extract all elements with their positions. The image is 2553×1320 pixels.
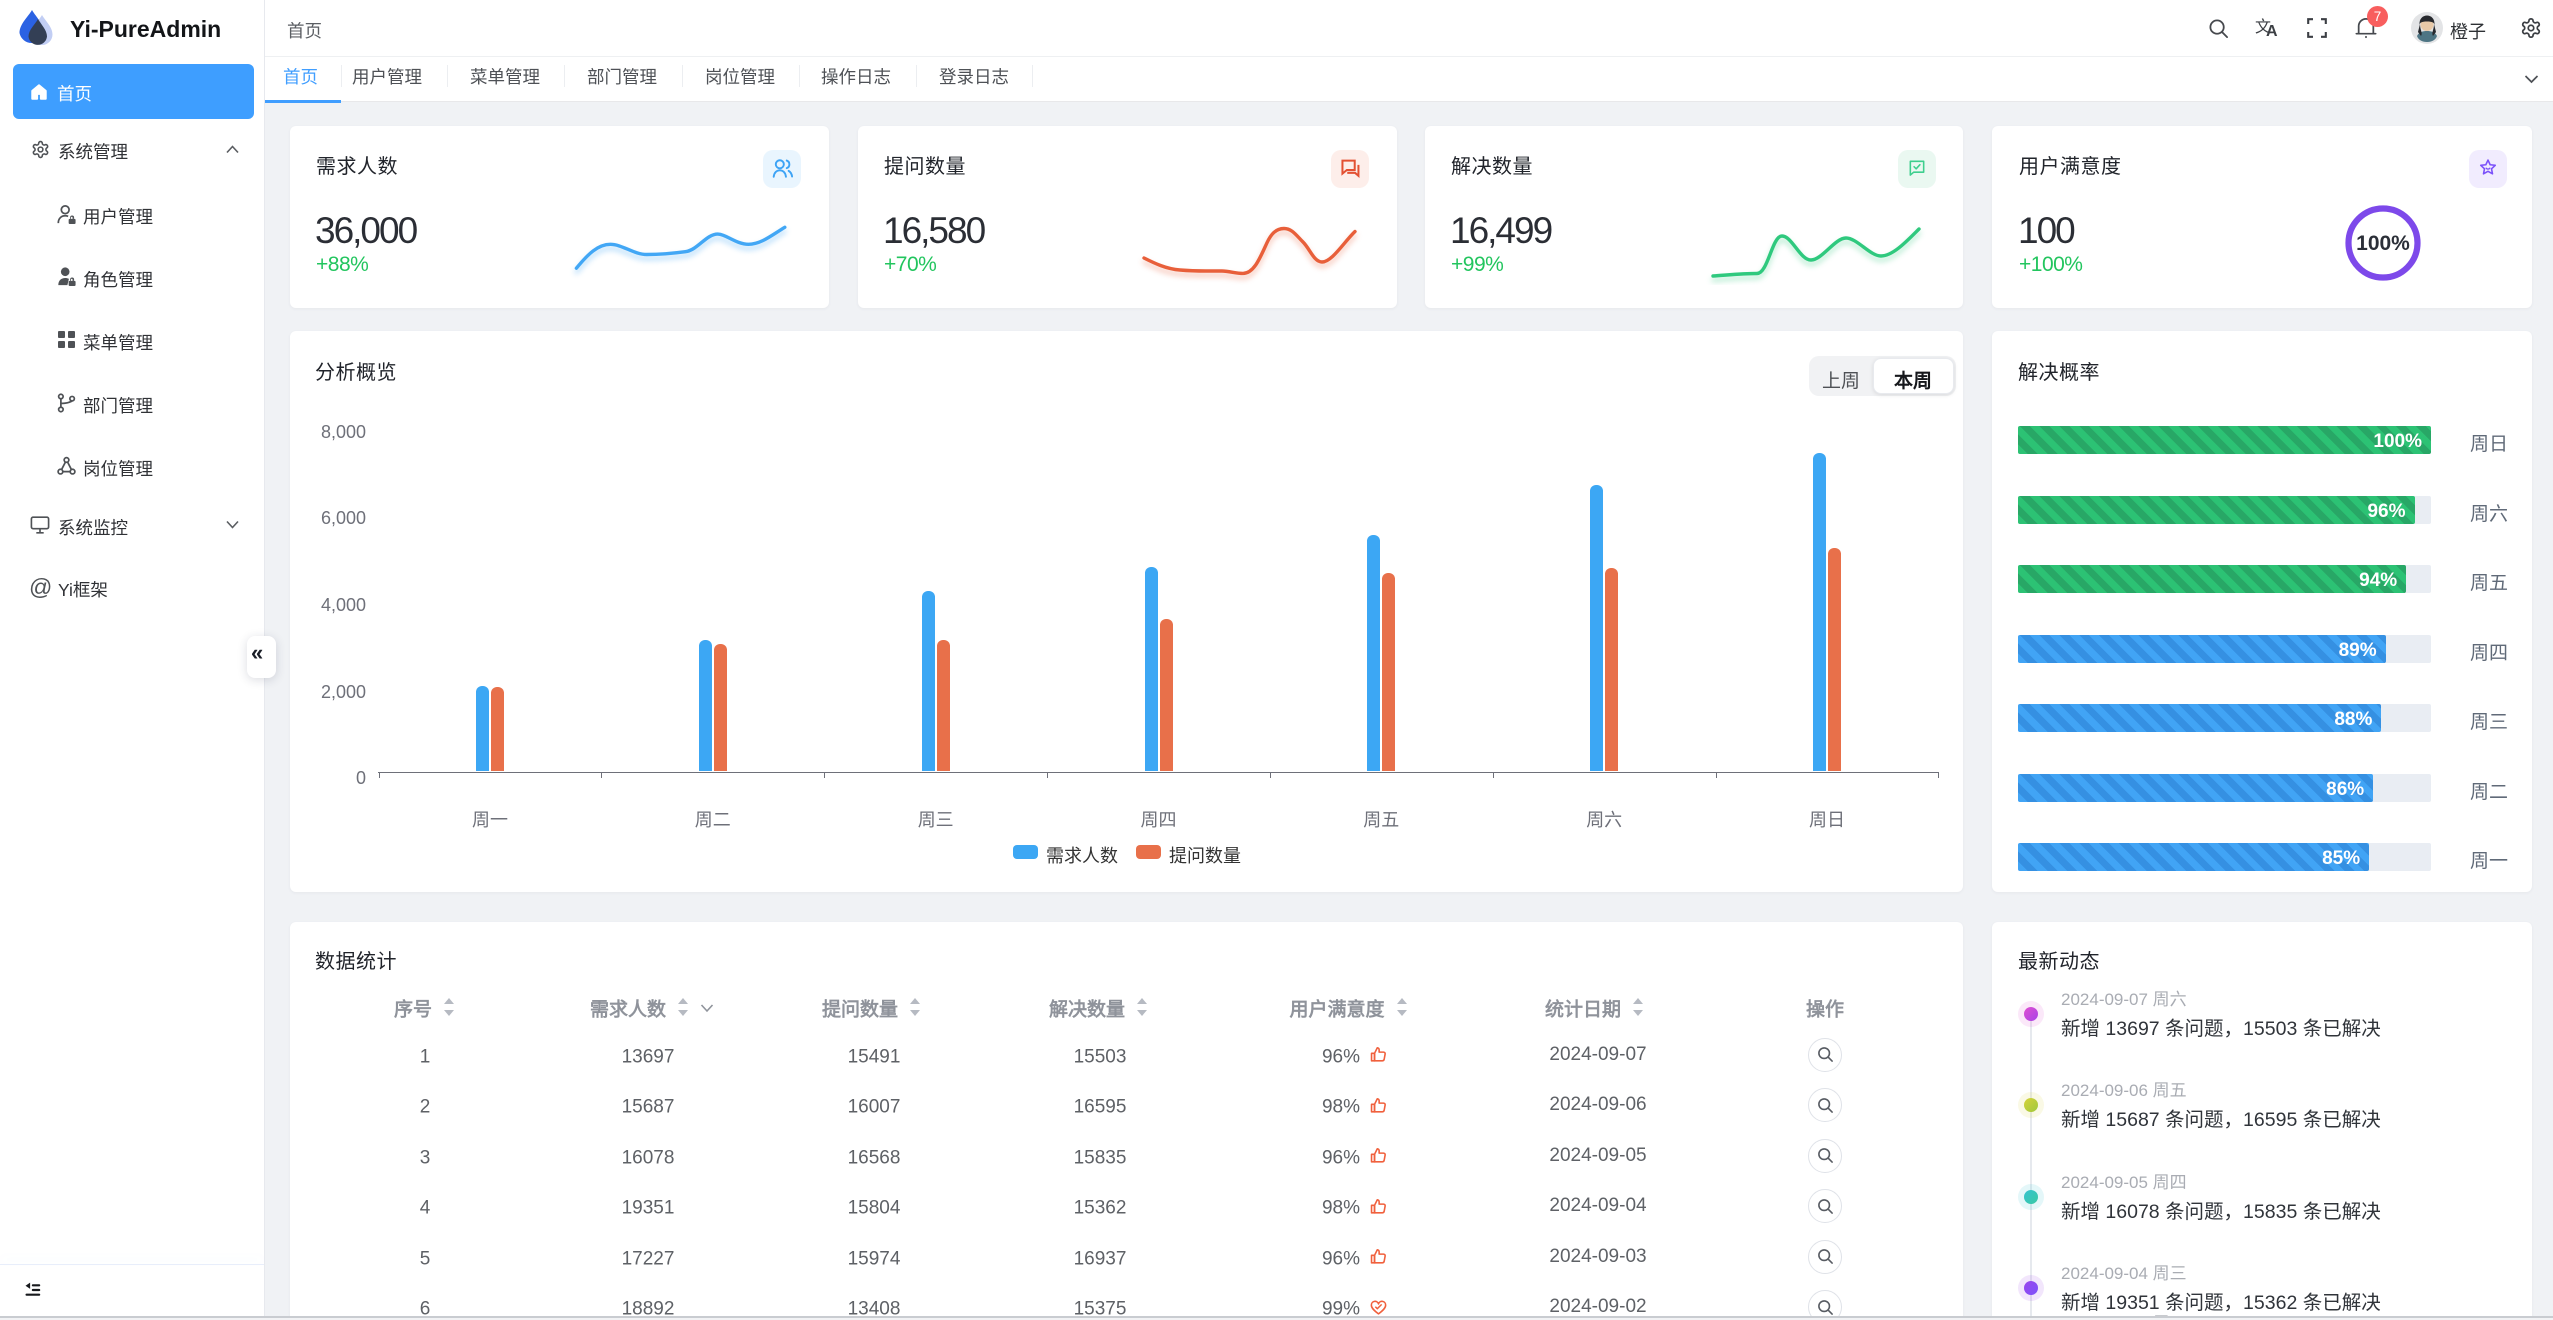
svg-text:100%: 100%	[2356, 232, 2410, 255]
